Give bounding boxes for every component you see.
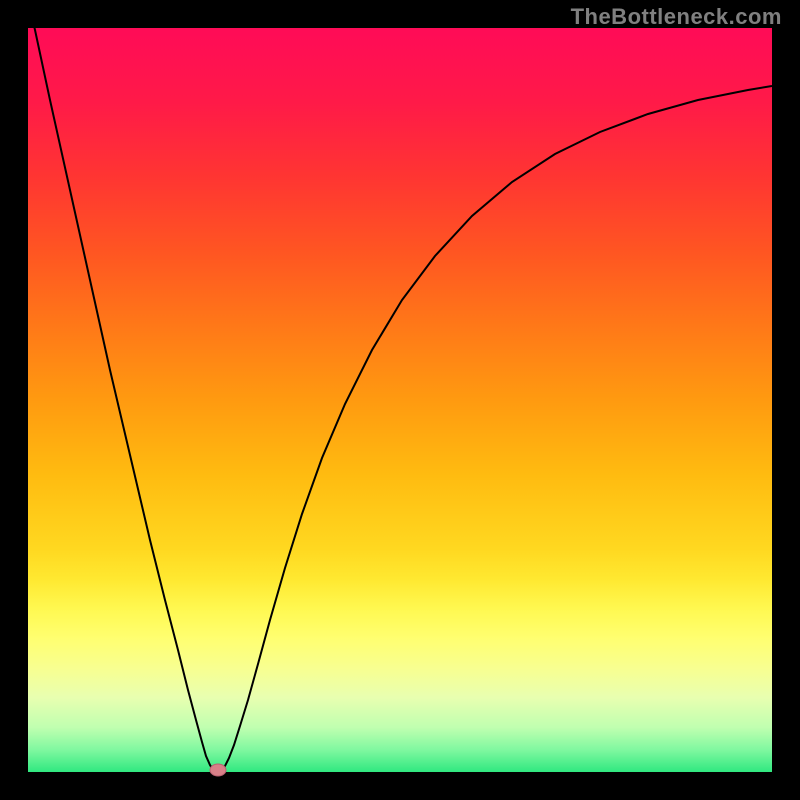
watermark-label: TheBottleneck.com <box>571 4 782 30</box>
bottleneck-curve-chart <box>0 0 800 800</box>
minimum-marker <box>210 764 226 776</box>
chart-container: TheBottleneck.com <box>0 0 800 800</box>
plot-background <box>28 28 772 772</box>
